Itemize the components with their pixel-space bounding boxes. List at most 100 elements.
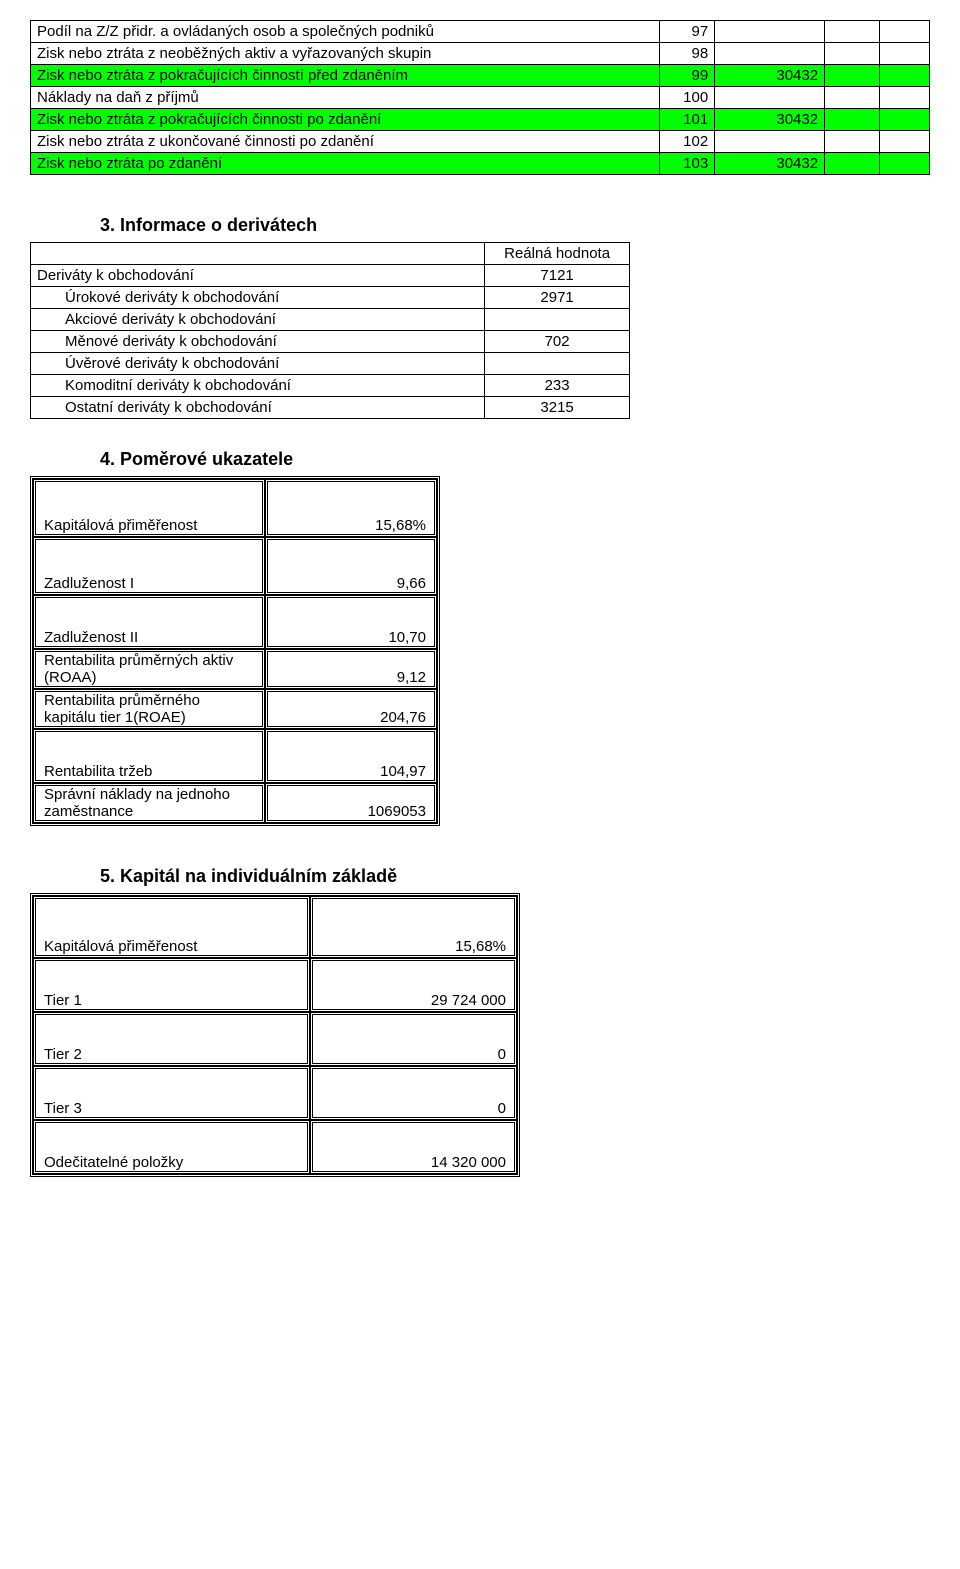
derivatives-table: Reálná hodnotaDeriváty k obchodování7121… <box>30 242 630 419</box>
row-label: Zisk nebo ztráta po zdanění <box>31 153 660 175</box>
row-code: 97 <box>660 21 715 43</box>
row-label: Zisk nebo ztráta z ukončované činnosti p… <box>31 131 660 153</box>
row-label: Podíl na Z/Z přidr. a ovládaných osob a … <box>31 21 660 43</box>
row-value <box>485 353 630 375</box>
section4-title: 4. Poměrové ukazatele <box>100 449 930 470</box>
table-row: Úrokové deriváty k obchodování2971 <box>31 287 630 309</box>
row-label: Deriváty k obchodování <box>31 265 485 287</box>
table-row: Podíl na Z/Z přidr. a ovládaných osob a … <box>31 21 930 43</box>
row-value: 233 <box>485 375 630 397</box>
table-row: Rentabilita průměrných aktiv (ROAA)9,12 <box>33 649 437 689</box>
row-code: 100 <box>660 87 715 109</box>
table-row: Odečitatelné položky14 320 000 <box>33 1120 517 1174</box>
table-row: Zisk nebo ztráta z neoběžných aktiv a vy… <box>31 43 930 65</box>
row-empty <box>825 87 880 109</box>
row-label: Zisk nebo ztráta z neoběžných aktiv a vy… <box>31 43 660 65</box>
row-empty <box>880 21 930 43</box>
row-label: Kapitálová přiměřenost <box>33 896 310 958</box>
row-value: 104,97 <box>265 729 437 783</box>
row-label: Komoditní deriváty k obchodování <box>31 375 485 397</box>
table-row: Ostatní deriváty k obchodování3215 <box>31 397 630 419</box>
row-value: 0 <box>310 1066 517 1120</box>
row-value: 30432 <box>715 109 825 131</box>
row-label: Odečitatelné položky <box>33 1120 310 1174</box>
section5-title: 5. Kapitál na individuálním základě <box>100 866 930 887</box>
table-row: Úvěrové deriváty k obchodování <box>31 353 630 375</box>
row-label: Úvěrové deriváty k obchodování <box>31 353 485 375</box>
row-value: 702 <box>485 331 630 353</box>
row-label: Kapitálová přiměřenost <box>33 479 265 537</box>
row-label: Úrokové deriváty k obchodování <box>31 287 485 309</box>
table-row: Správní náklady na jednoho zaměstnance10… <box>33 783 437 823</box>
header-empty <box>31 243 485 265</box>
row-empty <box>880 131 930 153</box>
row-value: 1069053 <box>265 783 437 823</box>
row-value: 14 320 000 <box>310 1120 517 1174</box>
table-row: Zisk nebo ztráta z pokračujících činnost… <box>31 65 930 87</box>
capital-table: Kapitálová přiměřenost15,68%Tier 129 724… <box>30 893 520 1177</box>
row-label: Rentabilita průměrného kapitálu tier 1(R… <box>33 689 265 729</box>
table-row: Rentabilita tržeb104,97 <box>33 729 437 783</box>
row-empty <box>880 87 930 109</box>
row-empty <box>825 65 880 87</box>
row-label: Tier 1 <box>33 958 310 1012</box>
row-value <box>715 21 825 43</box>
table-row: Tier 30 <box>33 1066 517 1120</box>
row-label: Tier 3 <box>33 1066 310 1120</box>
row-label: Zadluženost I <box>33 537 265 595</box>
row-value: 9,66 <box>265 537 437 595</box>
row-code: 99 <box>660 65 715 87</box>
row-value: 7121 <box>485 265 630 287</box>
table-row: Rentabilita průměrného kapitálu tier 1(R… <box>33 689 437 729</box>
table-row: Měnové deriváty k obchodování702 <box>31 331 630 353</box>
row-value: 9,12 <box>265 649 437 689</box>
row-label: Měnové deriváty k obchodování <box>31 331 485 353</box>
row-value: 3215 <box>485 397 630 419</box>
row-value <box>715 43 825 65</box>
row-empty <box>880 153 930 175</box>
row-empty <box>825 21 880 43</box>
row-label: Rentabilita tržeb <box>33 729 265 783</box>
table-row: Zadluženost II10,70 <box>33 595 437 649</box>
row-empty <box>825 43 880 65</box>
table-row: Tier 129 724 000 <box>33 958 517 1012</box>
row-code: 101 <box>660 109 715 131</box>
table-row: Zadluženost I9,66 <box>33 537 437 595</box>
row-label: Ostatní deriváty k obchodování <box>31 397 485 419</box>
row-label: Zisk nebo ztráta z pokračujících činnost… <box>31 109 660 131</box>
table-row: Náklady na daň z příjmů100 <box>31 87 930 109</box>
row-label: Rentabilita průměrných aktiv (ROAA) <box>33 649 265 689</box>
table-row: Akciové deriváty k obchodování <box>31 309 630 331</box>
row-value: 30432 <box>715 65 825 87</box>
row-label: Náklady na daň z příjmů <box>31 87 660 109</box>
table-row: Zisk nebo ztráta po zdanění10330432 <box>31 153 930 175</box>
row-value: 204,76 <box>265 689 437 729</box>
row-value: 0 <box>310 1012 517 1066</box>
row-label: Správní náklady na jednoho zaměstnance <box>33 783 265 823</box>
row-value: 30432 <box>715 153 825 175</box>
header-label: Reálná hodnota <box>485 243 630 265</box>
row-empty <box>825 131 880 153</box>
table-row: Zisk nebo ztráta z pokračujících činnost… <box>31 109 930 131</box>
row-empty <box>825 153 880 175</box>
row-code: 102 <box>660 131 715 153</box>
row-value <box>485 309 630 331</box>
row-empty <box>825 109 880 131</box>
table-row: Komoditní deriváty k obchodování233 <box>31 375 630 397</box>
row-empty <box>880 109 930 131</box>
ratios-table: Kapitálová přiměřenost15,68%Zadluženost … <box>30 476 440 826</box>
row-value: 29 724 000 <box>310 958 517 1012</box>
row-code: 103 <box>660 153 715 175</box>
row-label: Tier 2 <box>33 1012 310 1066</box>
table-row: Tier 20 <box>33 1012 517 1066</box>
header-row: Reálná hodnota <box>31 243 630 265</box>
row-value: 15,68% <box>310 896 517 958</box>
row-value <box>715 131 825 153</box>
row-label: Akciové deriváty k obchodování <box>31 309 485 331</box>
table-row: Deriváty k obchodování7121 <box>31 265 630 287</box>
row-label: Zadluženost II <box>33 595 265 649</box>
row-label: Zisk nebo ztráta z pokračujících činnost… <box>31 65 660 87</box>
table-row: Kapitálová přiměřenost15,68% <box>33 479 437 537</box>
row-value: 15,68% <box>265 479 437 537</box>
section3-title: 3. Informace o derivátech <box>100 215 930 236</box>
